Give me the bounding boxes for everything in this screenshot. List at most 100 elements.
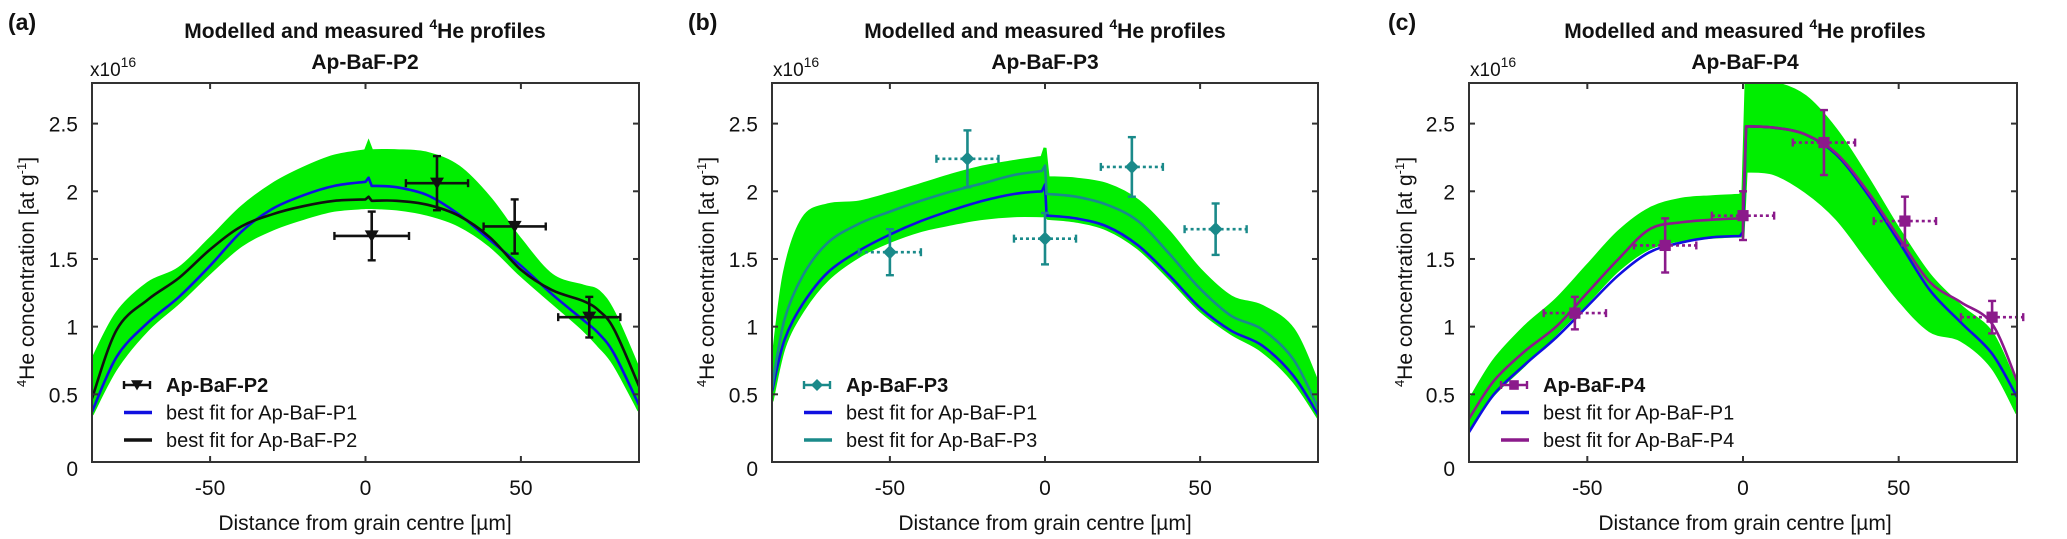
y-exponent-label: x1016	[90, 54, 136, 81]
legend: Ap-BaF-P2 best fit for Ap-BaF-P1 best fit …	[122, 375, 357, 452]
legend-label: best fit for Ap-BaF-P3	[846, 430, 1037, 452]
data-point-marker	[429, 177, 444, 190]
panel-a: (a) Modelled and measured 4He profiles A…	[8, 9, 640, 535]
measured-point	[404, 154, 470, 212]
y-tick-label: 2	[1443, 181, 1455, 204]
y-tick-label: 1.5	[1426, 249, 1455, 272]
data-point-marker	[364, 230, 379, 243]
panel-c: (c) Modelled and measured 4He profiles A…	[1388, 9, 2025, 535]
x-tick-label: 0	[1737, 477, 1749, 500]
measured-point	[935, 129, 1000, 189]
legend-entry: best fit for Ap-BaF-P3	[804, 430, 1037, 452]
series-line-fit	[92, 195, 639, 399]
legend-entry: best fit for Ap-BaF-P1	[804, 403, 1037, 425]
x-axis-label: Distance from grain centre [µm]	[218, 512, 511, 535]
data-point-marker	[1038, 231, 1052, 246]
x-tick-label: -50	[875, 477, 905, 500]
measured-point	[857, 227, 923, 277]
chart-title: Modelled and measured 4He profiles	[1564, 16, 1925, 43]
measured-point	[1012, 211, 1078, 266]
data-point-marker	[1509, 380, 1519, 390]
legend-entry: best fit for Ap-BaF-P1	[124, 403, 357, 425]
legend-label: best fit for Ap-BaF-P1	[846, 403, 1037, 425]
measured-point	[482, 198, 547, 255]
data-point-marker	[811, 379, 823, 391]
panel-b: (b) Modelled and measured 4He profiles A…	[688, 9, 1319, 535]
y-axis-label: 4He concentration [at g-1]	[694, 157, 719, 387]
plot-area: -50 0 50 0 0.5 1 1.5 2 2.5 Ap-BaF-P2 best fit for …	[49, 82, 640, 500]
panel-label: (c)	[1388, 9, 1416, 35]
measured-point	[1710, 190, 1776, 242]
legend-entry: best fit for Ap-BaF-P2	[124, 430, 357, 452]
model-envelope-band	[772, 147, 1318, 420]
data-point-marker	[1208, 222, 1223, 237]
x-tick-label: -50	[1572, 477, 1602, 500]
y-tick-label: 1.5	[729, 249, 758, 272]
legend-entry: Ap-BaF-P2	[122, 375, 268, 397]
measured-point	[1099, 135, 1165, 198]
data-point-marker	[960, 151, 975, 166]
y-tick-label: 0	[1443, 458, 1455, 481]
legend-label: best fit for Ap-BaF-P2	[166, 430, 357, 452]
y-exponent-label: x1016	[773, 54, 819, 81]
data-point-marker	[1986, 311, 1998, 323]
measured-point	[1959, 299, 2025, 335]
y-tick-label: 0.5	[49, 384, 78, 407]
x-tick-label: 0	[1039, 477, 1051, 500]
data-point-marker	[1124, 159, 1139, 174]
chart-title: Modelled and measured 4He profiles	[184, 16, 545, 43]
measured-point	[1632, 217, 1698, 274]
legend-entry: best fit for Ap-BaF-P4	[1501, 430, 1734, 452]
data-point-marker	[131, 380, 143, 391]
legend-label: best fit for Ap-BaF-P4	[1543, 430, 1734, 452]
legend-label: Ap-BaF-P2	[166, 375, 268, 397]
measured-point	[1791, 108, 1857, 177]
panel-label: (b)	[688, 9, 717, 35]
panel-label: (a)	[8, 9, 36, 35]
data-point-marker	[1659, 239, 1671, 252]
y-tick-label: 2.5	[729, 114, 758, 137]
x-tick-label: 50	[1887, 477, 1910, 500]
y-tick-label: 2.5	[49, 114, 78, 137]
chart-title: Modelled and measured 4He profiles	[864, 16, 1225, 43]
y-tick-label: 0.5	[1426, 384, 1455, 407]
x-tick-label: 50	[1188, 477, 1211, 500]
series-line-p1	[772, 183, 1318, 416]
legend-label: Ap-BaF-P4	[1543, 375, 1646, 397]
y-tick-label: 1	[1443, 317, 1455, 340]
legend-entry: Ap-BaF-P3	[802, 375, 948, 397]
y-tick-label: 2	[66, 181, 78, 204]
data-point-marker	[507, 220, 522, 233]
chart-subtitle: Ap-BaF-P4	[1691, 51, 1799, 74]
chart-subtitle: Ap-BaF-P2	[311, 51, 418, 74]
data-point-marker	[1899, 215, 1911, 227]
measured-point	[1542, 295, 1608, 331]
data-point-marker	[582, 311, 597, 324]
legend-entry: best fit for Ap-BaF-P1	[1501, 403, 1734, 425]
legend: Ap-BaF-P3 best fit for Ap-BaF-P1 best fit …	[802, 375, 1037, 452]
x-axis-label: Distance from grain centre [µm]	[1598, 512, 1891, 535]
y-tick-label: 0.5	[729, 384, 758, 407]
chart-subtitle: Ap-BaF-P3	[991, 51, 1098, 74]
data-point-marker	[1737, 210, 1749, 222]
y-axis-label: 4He concentration [at g-1]	[1392, 157, 1417, 387]
plot-content	[772, 147, 1318, 420]
measured-point	[1183, 202, 1248, 257]
x-tick-label: -50	[195, 477, 225, 500]
legend-label: best fit for Ap-BaF-P1	[166, 403, 357, 425]
data-point-marker	[882, 245, 897, 260]
legend-label: best fit for Ap-BaF-P1	[1543, 403, 1734, 425]
y-tick-label: 1.5	[49, 249, 78, 272]
model-envelope-band	[92, 138, 639, 416]
y-tick-label: 1	[66, 317, 78, 340]
y-axis-label: 4He concentration [at g-1]	[14, 157, 39, 387]
y-tick-label: 2	[746, 181, 758, 204]
y-exponent-label: x1016	[1470, 54, 1516, 81]
measured-point	[556, 295, 622, 339]
legend-entry: Ap-BaF-P4	[1499, 375, 1646, 397]
plot-area: -50 0 50 0 0.5 1 1.5 2 2.5 Ap-BaF-P3 best fit for …	[729, 82, 1319, 500]
y-tick-label: 0	[746, 458, 758, 481]
y-tick-label: 0	[66, 458, 78, 481]
x-tick-label: 50	[509, 477, 532, 500]
